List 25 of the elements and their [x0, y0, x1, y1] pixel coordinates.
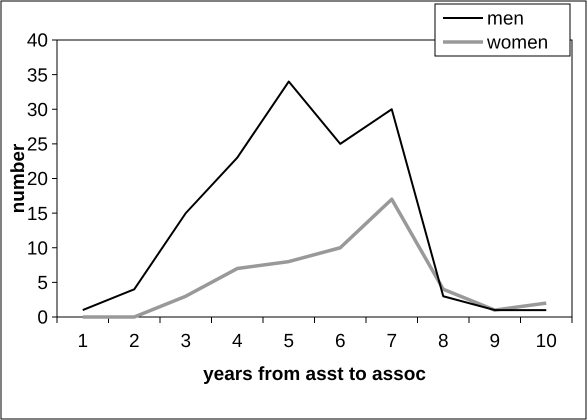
y-tick-label: 0: [37, 308, 48, 329]
y-tick-label: 40: [26, 30, 48, 52]
y-tick-label: 15: [26, 204, 48, 225]
line-series: [81, 198, 548, 319]
x-axis-title: years from asst to assoc: [203, 364, 426, 385]
x-tick-label: 2: [128, 331, 140, 352]
x-tick-label: 5: [283, 331, 294, 352]
y-axis-title: number: [8, 143, 29, 214]
x-tick-label: 6: [334, 331, 346, 352]
y-tick-label: 25: [26, 134, 48, 156]
y-tick-label: 35: [26, 65, 48, 86]
x-tick-label: 1: [77, 331, 88, 352]
y-tick-label: 5: [37, 273, 48, 294]
y-tick-label: 30: [26, 100, 48, 121]
y-tick-label: 10: [26, 238, 48, 260]
x-tick-label: 4: [232, 331, 243, 352]
line-series: [82, 80, 548, 312]
x-tick-label: 9: [489, 331, 500, 352]
legend-label: men: [487, 8, 524, 30]
y-tick-label: 20: [26, 169, 48, 190]
x-tick-label: 3: [180, 331, 192, 352]
x-tick-label: 10: [536, 331, 557, 352]
legend-label: women: [486, 32, 548, 54]
x-tick-label: 7: [386, 331, 398, 352]
x-tick-label: 8: [438, 331, 449, 352]
